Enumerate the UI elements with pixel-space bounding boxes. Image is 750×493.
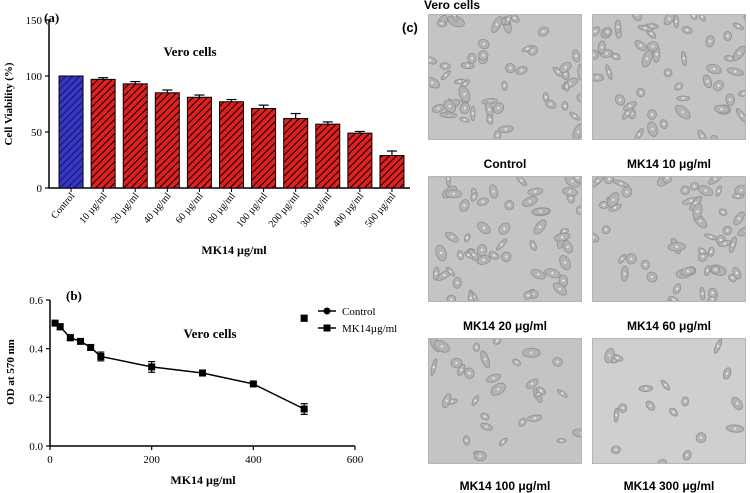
bar [154, 92, 180, 189]
bar-chart-cell-viability: 0 50 100 150 Control 10 µg/ml 20 µg/ml 40 µg/ml… [3, 10, 410, 257]
series-line-mk14 [54, 322, 305, 410]
chart-a-y-tick-label: 0 [37, 183, 43, 195]
data-point-square [199, 369, 206, 377]
chart-a-x-tick-label: 20 µg/ml [110, 191, 142, 226]
chart-b-y-tick-label: 0.6 [29, 295, 43, 307]
chart-b-title: Vero cells [183, 326, 236, 341]
chart-a-panel-label: (a) [44, 10, 59, 25]
chart-a-title: Vero cells [163, 44, 216, 59]
micrographs-panel-label: (c) [402, 20, 418, 35]
bar [379, 155, 405, 189]
chart-b-y-tick-label: 0.4 [29, 344, 43, 356]
chart-a-x-axis-label: MK14 µg/ml [201, 243, 267, 257]
bar [283, 118, 309, 189]
micrograph-label: MK14 10 μg/ml [626, 157, 712, 171]
bar [90, 78, 116, 189]
line-chart-od: 0.00.20.40.60 200 400 600 ControlMK14µg/ml … [5, 288, 397, 487]
chart-b-y-axis-label: OD at 570 nm [5, 339, 17, 405]
chart-a-x-tick-label: 60 µg/ml [174, 191, 206, 226]
data-point-square [66, 334, 74, 342]
chart-b-x-tick-label: 200 [143, 454, 160, 466]
chart-b-y-tick-label: 0.2 [29, 392, 43, 404]
chart-a-x-tick-label: 10 µg/ml [77, 191, 109, 226]
chart-b-x-tick-label: 600 [347, 454, 364, 466]
micrograph-label: MK14 60 μg/ml [626, 319, 712, 333]
chart-b-panel-label: (b) [66, 288, 82, 303]
bar [251, 107, 277, 189]
chart-a-x-tick-label: Control [49, 191, 77, 222]
legend-marker-circle [323, 307, 331, 315]
bar [58, 75, 84, 189]
micrographs-title: Vero cells [424, 0, 481, 12]
legend-marker-square [323, 324, 331, 332]
chart-a-y-tick-label: 150 [26, 15, 43, 27]
data-point-square [300, 314, 308, 322]
chart-a-y-tick-label: 50 [31, 127, 43, 139]
chart-a-x-tick-label: 100 µg/ml [235, 191, 270, 230]
chart-b-x-tick-label: 400 [245, 454, 262, 466]
data-point-square [97, 352, 105, 360]
bar [347, 132, 373, 189]
micrograph-label: MK14 100 μg/ml [459, 479, 551, 493]
micrograph-label: MK14 20 μg/ml [462, 319, 548, 333]
micrograph-image [428, 338, 582, 464]
legend-label-mk14: MK14µg/ml [342, 323, 397, 335]
chart-b-x-axis-label: MK14 µg/ml [170, 473, 236, 487]
bar [122, 83, 148, 189]
micrograph-image [428, 14, 582, 140]
bar [219, 101, 244, 189]
micrograph-image [592, 14, 746, 140]
legend-label-control: Control [342, 306, 376, 318]
chart-b-y-tick-label: 0.0 [29, 441, 43, 453]
micrograph-label: Control [483, 157, 527, 171]
chart-a-x-tick-label: 500 µg/ml [363, 191, 398, 230]
chart-a-x-tick-label: 400 µg/ml [331, 191, 366, 230]
data-point-square [87, 343, 95, 351]
chart-a-x-tick-label: 200 µg/ml [267, 191, 302, 230]
chart-a-x-tick-label: 40 µg/ml [142, 191, 174, 226]
micrograph-label: MK14 300 μg/ml [623, 479, 715, 493]
chart-a-y-axis-label: Cell Viability (%) [3, 62, 15, 145]
data-point-square [300, 405, 308, 413]
chart-a-y-tick-label: 100 [26, 71, 43, 83]
data-point-square [77, 337, 84, 345]
micrograph-image [428, 176, 582, 302]
data-point-square [56, 323, 64, 331]
chart-a-x-tick-label: 300 µg/ml [299, 191, 334, 230]
bar [186, 96, 212, 189]
micrograph-image [592, 338, 746, 464]
data-point-square [51, 319, 59, 327]
data-point-square [148, 363, 156, 371]
data-point-square [249, 380, 257, 388]
chart-b-x-tick-label: 0 [47, 454, 53, 466]
micrograph-image [592, 176, 746, 302]
chart-a-x-tick-label: 80 µg/ml [206, 191, 238, 226]
bar [315, 123, 341, 189]
